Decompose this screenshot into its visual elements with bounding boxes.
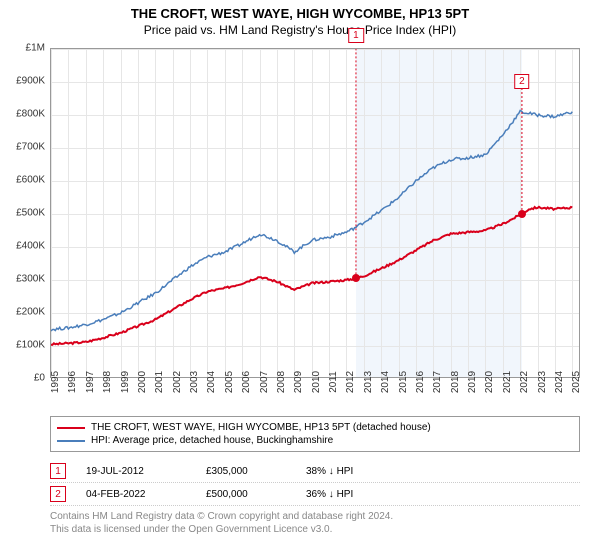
legend: THE CROFT, WEST WAYE, HIGH WYCOMBE, HP13…	[50, 416, 580, 452]
x-axis-label: 1995	[50, 371, 61, 393]
event-row: 2 04-FEB-2022 £500,000 36% ↓ HPI	[50, 483, 580, 506]
x-axis-label: 2011	[328, 371, 339, 393]
x-axis-label: 2021	[502, 371, 513, 393]
x-axis-label: 2020	[484, 371, 495, 393]
x-axis-label: 1997	[85, 371, 96, 393]
y-axis-label: £900K	[16, 76, 45, 87]
x-axis-label: 2014	[380, 371, 391, 393]
x-axis-label: 2022	[519, 371, 530, 393]
x-axis-label: 2012	[345, 371, 356, 393]
x-axis-label: 2007	[259, 371, 270, 393]
x-axis-label: 2002	[172, 371, 183, 393]
y-axis-label: £500K	[16, 208, 45, 219]
x-axis-label: 2023	[537, 371, 548, 393]
chart-area: 12 £0£100K£200K£300K£400K£500K£600K£700K…	[50, 48, 580, 378]
series-hpi	[51, 110, 572, 331]
footer-line1: Contains HM Land Registry data © Crown c…	[50, 510, 580, 523]
chart-title: THE CROFT, WEST WAYE, HIGH WYCOMBE, HP13…	[0, 0, 600, 21]
marker-label: 1	[348, 28, 364, 43]
footer: Contains HM Land Registry data © Crown c…	[50, 510, 580, 536]
event-price: £305,000	[206, 466, 286, 477]
x-axis-label: 2004	[206, 371, 217, 393]
x-axis-label: 2025	[571, 371, 582, 393]
y-axis-label: £600K	[16, 175, 45, 186]
y-axis-label: £800K	[16, 109, 45, 120]
plot-region: 12	[50, 48, 580, 378]
line-layer	[51, 49, 581, 379]
legend-label: HPI: Average price, detached house, Buck…	[91, 435, 333, 446]
x-axis-label: 2006	[241, 371, 252, 393]
legend-swatch	[57, 427, 85, 429]
x-axis-label: 2024	[554, 371, 565, 393]
x-axis-label: 2013	[363, 371, 374, 393]
x-axis-label: 2003	[189, 371, 200, 393]
legend-swatch	[57, 440, 85, 442]
x-axis-label: 1999	[120, 371, 131, 393]
event-diff: 38% ↓ HPI	[306, 466, 406, 477]
y-axis-label: £100K	[16, 340, 45, 351]
y-axis-label: £0	[34, 373, 45, 384]
data-marker	[352, 274, 360, 282]
event-table: 1 19-JUL-2012 £305,000 38% ↓ HPI 2 04-FEB-202…	[50, 460, 580, 506]
x-axis-label: 2000	[137, 371, 148, 393]
legend-row: HPI: Average price, detached house, Buck…	[57, 434, 573, 447]
event-date: 19-JUL-2012	[86, 466, 186, 477]
x-axis-label: 2015	[398, 371, 409, 393]
event-badge: 2	[50, 486, 66, 502]
event-row: 1 19-JUL-2012 £305,000 38% ↓ HPI	[50, 460, 580, 483]
x-axis-label: 2010	[311, 371, 322, 393]
event-price: £500,000	[206, 489, 286, 500]
legend-row: THE CROFT, WEST WAYE, HIGH WYCOMBE, HP13…	[57, 421, 573, 434]
x-axis-label: 2009	[293, 371, 304, 393]
event-badge: 1	[50, 463, 66, 479]
marker-label: 2	[514, 74, 530, 89]
x-axis-label: 1998	[102, 371, 113, 393]
footer-line2: This data is licensed under the Open Gov…	[50, 523, 580, 536]
y-axis-label: £200K	[16, 307, 45, 318]
data-marker	[518, 210, 526, 218]
x-axis-label: 2001	[154, 371, 165, 393]
event-date: 04-FEB-2022	[86, 489, 186, 500]
chart-subtitle: Price paid vs. HM Land Registry's House …	[0, 21, 600, 37]
y-axis-label: £1M	[26, 43, 45, 54]
x-axis-label: 2017	[432, 371, 443, 393]
series-croft	[51, 207, 572, 345]
y-axis-label: £300K	[16, 274, 45, 285]
chart-container: THE CROFT, WEST WAYE, HIGH WYCOMBE, HP13…	[0, 0, 600, 560]
event-diff: 36% ↓ HPI	[306, 489, 406, 500]
x-axis-label: 2016	[415, 371, 426, 393]
x-axis-label: 1996	[67, 371, 78, 393]
x-axis-label: 2008	[276, 371, 287, 393]
x-axis-label: 2019	[467, 371, 478, 393]
x-axis-label: 2018	[450, 371, 461, 393]
y-axis-label: £700K	[16, 142, 45, 153]
y-axis-label: £400K	[16, 241, 45, 252]
x-axis-label: 2005	[224, 371, 235, 393]
legend-label: THE CROFT, WEST WAYE, HIGH WYCOMBE, HP13…	[91, 422, 431, 433]
